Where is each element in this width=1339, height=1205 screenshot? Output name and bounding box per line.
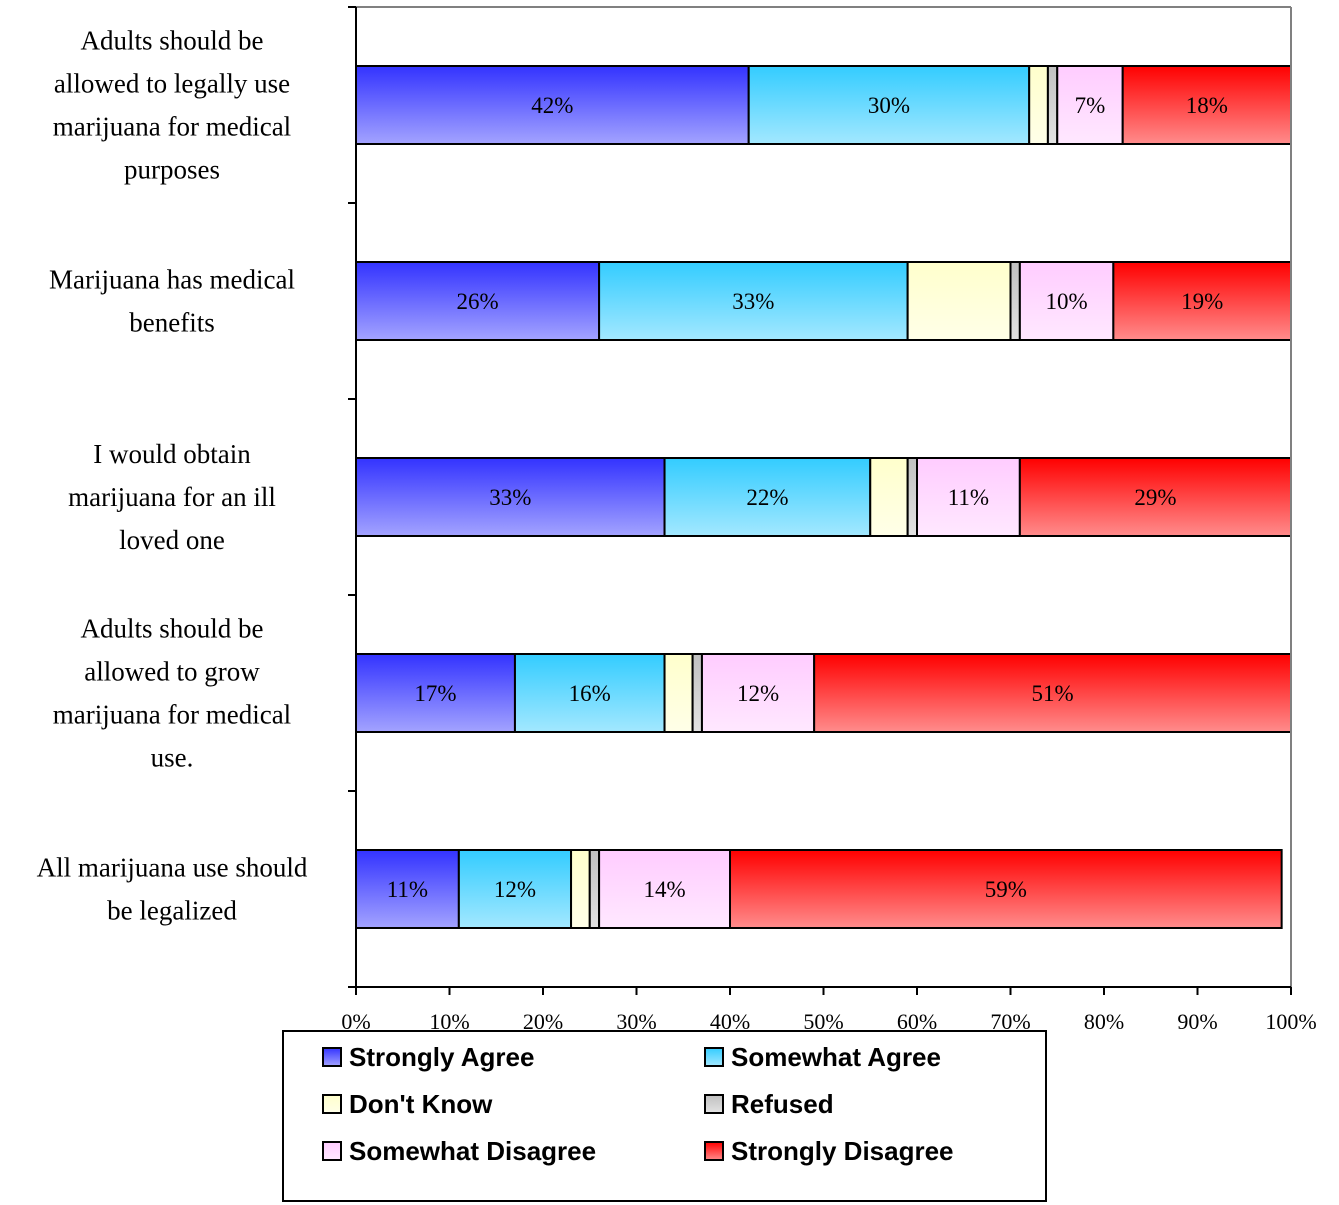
legend-swatch-somewhat-agree <box>704 1047 724 1067</box>
legend-label-strongly-agree: Strongly Agree <box>349 1042 534 1072</box>
data-label: 11% <box>387 877 428 902</box>
bar-somewhat-agree <box>747 65 1031 145</box>
x-tick-label: 40% <box>710 1009 750 1034</box>
x-tick-label: 70% <box>990 1009 1030 1034</box>
bar-somewhat-agree <box>663 457 872 537</box>
legend-swatch-strongly-agree <box>322 1047 342 1067</box>
x-tick-label: 60% <box>897 1009 937 1034</box>
data-label: 12% <box>737 681 779 706</box>
bar-somewhat-agree <box>513 653 666 733</box>
data-label: 16% <box>569 681 611 706</box>
bar-strongly-agree <box>355 261 601 341</box>
bar-refused <box>588 849 601 929</box>
data-label: 18% <box>1186 93 1228 118</box>
bar-don-t-know <box>906 261 1012 341</box>
bar-don-t-know <box>663 653 694 733</box>
bar-strongly-disagree <box>729 849 1283 929</box>
x-tick-label: 10% <box>429 1009 469 1034</box>
data-label: 59% <box>985 877 1027 902</box>
bar-don-t-know <box>869 457 909 537</box>
bar-somewhat-disagree <box>1018 261 1115 341</box>
bar-don-t-know <box>1028 65 1049 145</box>
x-tick-label: 100% <box>1265 1009 1316 1034</box>
data-label: 19% <box>1181 289 1223 314</box>
legend-label-somewhat-agree: Somewhat Agree <box>731 1042 941 1072</box>
data-label: 17% <box>414 681 456 706</box>
x-tick-label: 50% <box>803 1009 843 1034</box>
data-label: 42% <box>531 93 573 118</box>
bar-strongly-agree <box>355 653 516 733</box>
bar-somewhat-disagree <box>598 849 731 929</box>
data-label: 30% <box>868 93 910 118</box>
data-label: 11% <box>948 485 989 510</box>
legend-label-somewhat-disagree: Somewhat Disagree <box>349 1136 596 1166</box>
bar-somewhat-agree <box>457 849 573 929</box>
x-tick-label: 20% <box>523 1009 563 1034</box>
data-label: 33% <box>489 485 531 510</box>
legend-swatch-don-t-know <box>322 1094 342 1114</box>
bars-layer: 42% 30% 7% 18% 26% 33% 10% 19% 33% 22% 11% 29% 17% 16… <box>355 65 1293 929</box>
data-label: 7% <box>1075 93 1106 118</box>
axis-layer: 0% 10% 20% 30% 40% 50% 60% 70% 80% 90% 100% <box>341 6 1317 1034</box>
data-label: 26% <box>456 289 498 314</box>
bar-refused <box>1009 261 1021 341</box>
data-label: 22% <box>746 485 788 510</box>
legend: Strongly Agree Somewhat Agree Don't Know Re… <box>282 1030 1047 1202</box>
legend-box <box>282 1030 1047 1202</box>
data-label: 12% <box>494 877 536 902</box>
bar-refused <box>691 653 703 733</box>
legend-label-refused: Refused <box>731 1089 834 1119</box>
legend-swatch-strongly-disagree <box>704 1141 724 1161</box>
legend-label-strongly-disagree: Strongly Disagree <box>731 1136 954 1166</box>
bar-somewhat-agree <box>598 261 909 341</box>
category-labels: Adults should be allowed to legally use ma… <box>37 26 308 926</box>
bar-don-t-know <box>570 849 591 929</box>
data-label: 10% <box>1046 289 1088 314</box>
legend-swatch-refused <box>704 1094 724 1114</box>
x-tick-label: 90% <box>1177 1009 1217 1034</box>
data-label: 14% <box>643 877 685 902</box>
category-label: Adults should be allowed to legally use ma… <box>53 26 291 185</box>
bar-somewhat-disagree <box>1056 65 1124 145</box>
category-label: I would obtain marijuana for an ill loved … <box>68 439 276 555</box>
bar-strongly-disagree <box>813 653 1293 733</box>
category-label: Marijuana has medical benefits <box>49 265 295 338</box>
bar-strongly-disagree <box>1018 457 1292 537</box>
bar-refused <box>906 457 919 537</box>
data-label: 33% <box>732 289 774 314</box>
bar-strongly-disagree <box>1112 261 1292 341</box>
x-tick-label: 0% <box>341 1009 370 1034</box>
legend-swatch-somewhat-disagree <box>322 1141 342 1161</box>
data-label: 51% <box>1031 681 1073 706</box>
category-label: Adults should be allowed to grow marijuana… <box>53 614 291 773</box>
data-label: 29% <box>1134 485 1176 510</box>
x-tick-label: 80% <box>1084 1009 1124 1034</box>
category-label: All marijuana use should be legalized <box>37 853 308 926</box>
x-tick-label: 30% <box>616 1009 656 1034</box>
legend-label-don-t-know: Don't Know <box>349 1089 493 1119</box>
bar-strongly-agree <box>355 65 750 145</box>
bar-refused <box>1046 65 1059 145</box>
